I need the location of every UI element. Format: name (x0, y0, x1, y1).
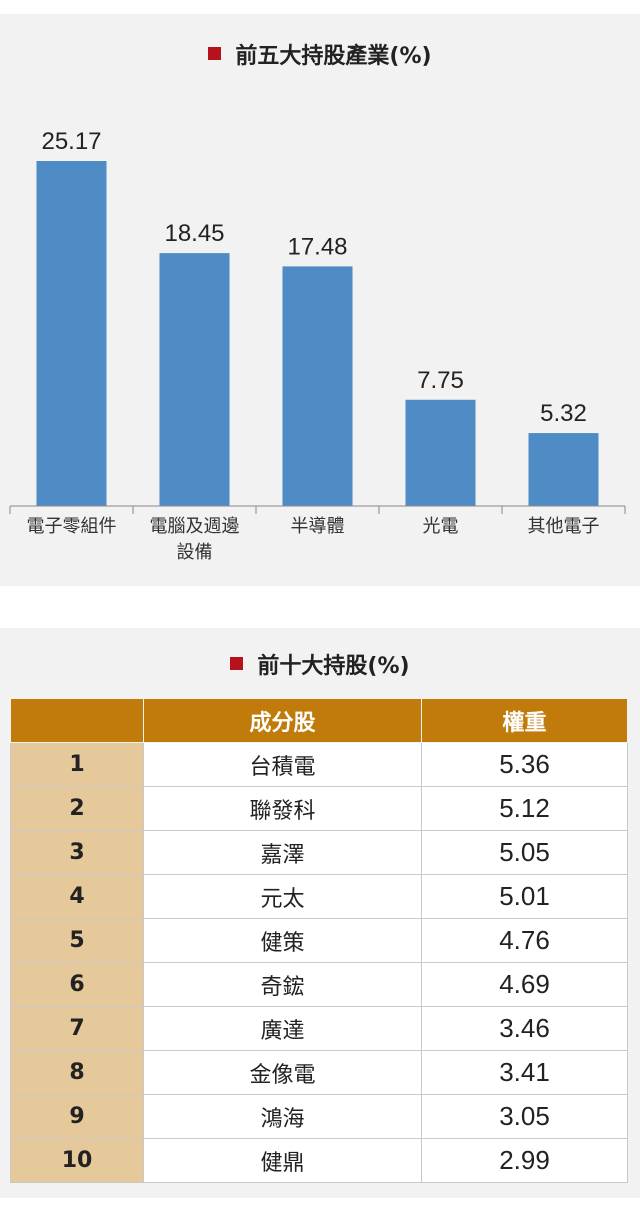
rank-cell: 8 (10, 1050, 144, 1095)
stock-name-cell: 鴻海 (143, 1094, 422, 1139)
table-row: 3 嘉澤 5.05 (10, 830, 628, 875)
stock-name-cell: 金像電 (143, 1050, 422, 1095)
bar-value-label: 18.45 (164, 220, 224, 247)
weight-cell: 5.36 (421, 742, 628, 787)
rank-cell: 6 (10, 962, 144, 1007)
stock-name-cell: 廣達 (143, 1006, 422, 1051)
stock-name-cell: 元太 (143, 874, 422, 919)
table-header-row: 成分股 權重 (10, 698, 628, 743)
category-label: 其他電子 (528, 516, 600, 537)
stock-name-cell: 健策 (143, 918, 422, 963)
category-label: 設備 (177, 542, 213, 563)
weight-cell: 5.05 (421, 830, 628, 875)
rank-cell: 4 (10, 874, 144, 919)
rank-cell: 9 (10, 1094, 144, 1139)
bar (36, 161, 107, 506)
table-row: 4 元太 5.01 (10, 874, 628, 919)
category-label: 半導體 (291, 516, 345, 537)
table-row: 6 奇鋐 4.69 (10, 962, 628, 1007)
table-row: 5 健策 4.76 (10, 918, 628, 963)
header-rank (10, 698, 144, 743)
holdings-table: 成分股 權重 1 台積電 5.36 2 聯發科 5.12 3 嘉澤 5.05 4 (10, 698, 628, 1183)
bar-value-label: 7.75 (417, 367, 464, 394)
bar (159, 253, 230, 506)
weight-cell: 4.69 (421, 962, 628, 1007)
weight-cell: 5.12 (421, 786, 628, 831)
bar-value-label: 25.17 (41, 128, 101, 155)
rank-cell: 3 (10, 830, 144, 875)
table-row: 1 台積電 5.36 (10, 742, 628, 787)
table-row: 2 聯發科 5.12 (10, 786, 628, 831)
table-row: 10 健鼎 2.99 (10, 1138, 628, 1183)
rank-cell: 1 (10, 742, 144, 787)
stock-name-cell: 嘉澤 (143, 830, 422, 875)
stock-name-cell: 聯發科 (143, 786, 422, 831)
holdings-table-panel: 前十大持股(%) 成分股 權重 1 台積電 5.36 2 聯發科 5.12 (0, 628, 640, 1198)
weight-cell: 3.05 (421, 1094, 628, 1139)
header-weight: 權重 (421, 698, 628, 743)
bar-value-label: 17.48 (287, 233, 347, 260)
weight-cell: 5.01 (421, 874, 628, 919)
bar-value-label: 5.32 (540, 400, 587, 427)
stock-name-cell: 健鼎 (143, 1138, 422, 1183)
holdings-title-row: 前十大持股(%) (0, 648, 640, 680)
holdings-title: 前十大持股(%) (257, 654, 410, 679)
title-square-icon (230, 657, 244, 670)
stock-name-cell: 台積電 (143, 742, 422, 787)
category-label: 電子零組件 (27, 516, 117, 537)
weight-cell: 3.46 (421, 1006, 628, 1051)
table-row: 8 金像電 3.41 (10, 1050, 628, 1095)
weight-cell: 4.76 (421, 918, 628, 963)
weight-cell: 2.99 (421, 1138, 628, 1183)
table-row: 7 廣達 3.46 (10, 1006, 628, 1051)
bar (528, 433, 599, 506)
rank-cell: 2 (10, 786, 144, 831)
bar (405, 399, 476, 506)
bar (282, 266, 353, 506)
title-square-icon (208, 47, 222, 60)
category-label: 光電 (423, 516, 459, 537)
industry-chart-title: 前五大持股產業(%) (235, 44, 432, 69)
rank-cell: 10 (10, 1138, 144, 1183)
category-label: 電腦及週邊 (150, 516, 240, 537)
rank-cell: 7 (10, 1006, 144, 1051)
industry-chart-title-row: 前五大持股產業(%) (0, 38, 640, 70)
stock-name-cell: 奇鋐 (143, 962, 422, 1007)
table-row: 9 鴻海 3.05 (10, 1094, 628, 1139)
header-stock: 成分股 (143, 698, 422, 743)
weight-cell: 3.41 (421, 1050, 628, 1095)
rank-cell: 5 (10, 918, 144, 963)
industry-chart-panel: 前五大持股產業(%) 25.17 電子零組件 18.45 電腦及週邊設備 17.48 半導… (0, 14, 640, 586)
